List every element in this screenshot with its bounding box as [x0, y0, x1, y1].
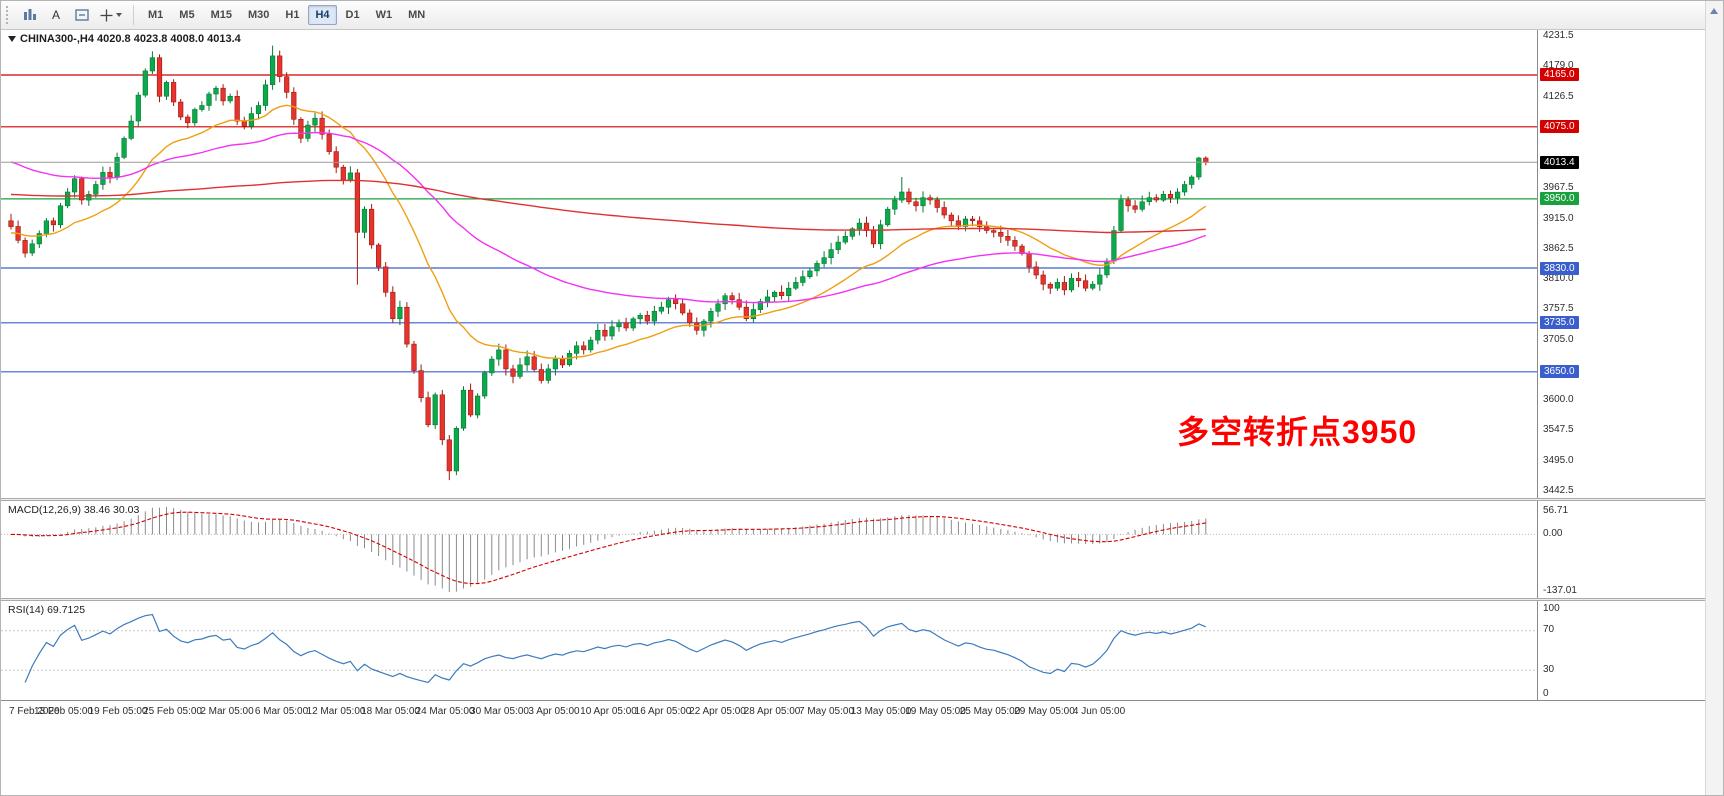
axis-tick-label: 3915.0: [1543, 212, 1574, 224]
timeframe-button-h4[interactable]: H4: [308, 5, 337, 25]
time-axis-label: 22 Apr 05:00: [689, 706, 746, 717]
time-axis-label: 10 Apr 05:00: [580, 706, 637, 717]
main-price-axis[interactable]: 4231.5 4179.0 4126.5 3967.5 3915.0 3862.5 3810…: [1539, 30, 1707, 498]
text-tool-button[interactable]: A: [44, 4, 68, 26]
time-axis-label: 16 Apr 05:00: [634, 706, 692, 717]
axis-tick-label: 3757.5: [1543, 303, 1574, 315]
toolbar-grip[interactable]: [6, 6, 12, 24]
axis-tick-label: 100: [1543, 602, 1560, 614]
time-axis-border: [1, 700, 1708, 701]
time-axis-label: 19 May 05:00: [905, 706, 966, 717]
axis-tick-label: 3442.5: [1543, 484, 1574, 496]
toolbar-separator: [133, 5, 134, 25]
rsi-indicator-label: RSI(14) 69.7125: [8, 604, 86, 616]
rsi-scale-axis[interactable]: 100 70 30 0: [1539, 601, 1707, 700]
time-axis-label: 6 Mar 05:00: [254, 706, 309, 717]
price-axis-border: [1537, 30, 1538, 701]
time-axis-label: 25 May 05:00: [959, 706, 1021, 717]
axis-tick-label: 4126.5: [1543, 90, 1574, 102]
chart-title: CHINA300-,H4 4020.8 4023.8 4008.0 4013.4: [8, 33, 241, 45]
macd-signal-line: [10, 511, 1206, 585]
axis-tick-label: -137.01: [1543, 584, 1577, 596]
scroll-up-icon[interactable]: [1710, 8, 1718, 14]
timeframe-button-m30[interactable]: M30: [241, 5, 276, 25]
timeframe-button-m5[interactable]: M5: [172, 5, 201, 25]
axis-price-badge: 4165.0: [1540, 68, 1579, 82]
timeframe-button-mn[interactable]: MN: [401, 5, 432, 25]
time-axis-label: 2 Mar 05:00: [200, 706, 254, 717]
rsi-line: [24, 613, 1207, 684]
axis-tick-label: 3862.5: [1543, 242, 1574, 254]
time-axis-label: 3 Apr 05:00: [528, 706, 580, 717]
panel-splitter[interactable]: [1, 498, 1723, 501]
axis-tick-label: 0: [1543, 687, 1549, 699]
time-axis-label: 18 Mar 05:00: [361, 706, 420, 717]
axis-price-badge: 3830.0: [1540, 261, 1579, 275]
candles-layer: [8, 45, 1209, 481]
panel-splitter[interactable]: [1, 598, 1723, 601]
axis-tick-label: 3810.0: [1543, 273, 1574, 285]
time-axis-label: 12 Mar 05:00: [306, 706, 366, 717]
time-axis-label: 7 Feb 2020: [9, 706, 60, 717]
axis-price-badge: 3735.0: [1540, 316, 1579, 330]
macd-indicator-label: MACD(12,26,9) 38.46 30.03: [8, 504, 140, 516]
axis-tick-label: 4231.5: [1543, 30, 1574, 42]
chart-title-text: CHINA300-,H4 4020.8 4023.8 4008.0 4013.4: [20, 33, 241, 45]
timeframe-button-m1[interactable]: M1: [141, 5, 170, 25]
time-axis-label: 25 Feb 05:00: [143, 706, 202, 717]
axis-tick-label: 0.00: [1543, 527, 1563, 539]
macd-histogram: [17, 507, 1207, 592]
ma-slow-line: [10, 179, 1206, 234]
axis-tick-label: 56.71: [1543, 504, 1569, 516]
axis-tick-label: 30: [1543, 663, 1555, 675]
rsi-panel-canvas[interactable]: [1, 601, 1538, 700]
ma-fast-line: [10, 104, 1207, 360]
chart-bars-icon-button[interactable]: [18, 4, 42, 26]
time-axis-label: 28 Apr 05:00: [743, 706, 801, 717]
collapse-icon[interactable]: [8, 36, 16, 42]
timeframe-button-m15[interactable]: M15: [204, 5, 239, 25]
time-axis-label: 29 May 05:00: [1014, 706, 1075, 717]
axis-tick-label: 3600.0: [1543, 394, 1574, 406]
macd-panel-canvas[interactable]: [1, 501, 1538, 598]
time-axis-label: 13 May 05:00: [850, 706, 912, 717]
axis-tick-label: 3495.0: [1543, 454, 1574, 466]
time-axis[interactable]: 7 Feb 2020 13 Feb 05:00 19 Feb 05:00 25 Feb…: [1, 701, 1538, 723]
vertical-scrollbar[interactable]: [1705, 1, 1723, 795]
toolbar: A M1 M5 M15 M30 H1 H4 D1 W1: [1, 1, 1706, 30]
axis-price-badge: 4013.4: [1540, 155, 1579, 169]
axis-tick-label: 70: [1543, 624, 1555, 636]
time-axis-label: 30 Mar 05:00: [470, 706, 529, 717]
chart-annotation-text[interactable]: 多空转折点3950: [1177, 414, 1418, 450]
crosshair-icon: [100, 9, 113, 22]
axis-price-badge: 3650.0: [1540, 365, 1579, 379]
axis-tick-label: 3967.5: [1543, 182, 1574, 194]
chart-bars-icon: [23, 8, 37, 22]
axis-price-badge: 3950.0: [1540, 192, 1579, 206]
chevron-down-icon: [116, 13, 122, 17]
main-chart-canvas[interactable]: [1, 30, 1538, 498]
time-axis-label: 19 Feb 05:00: [88, 706, 148, 717]
macd-scale-axis[interactable]: 56.71 0.00 -137.01: [1539, 501, 1707, 598]
timeframe-button-d1[interactable]: D1: [339, 5, 367, 25]
axis-tick-label: 3547.5: [1543, 424, 1574, 436]
timeframe-button-w1[interactable]: W1: [369, 5, 400, 25]
axis-tick-label: 3705.0: [1543, 333, 1574, 345]
label-tool-button[interactable]: [70, 4, 94, 26]
timeframe-button-h1[interactable]: H1: [278, 5, 306, 25]
label-frame-icon: [75, 9, 89, 21]
time-axis-label: 7 May 05:00: [798, 706, 855, 717]
ma-medium-line: [10, 131, 1207, 304]
axis-tick-label: 4179.0: [1543, 60, 1574, 72]
time-axis-label: 24 Mar 05:00: [415, 706, 475, 717]
time-axis-label: 4 Jun 05:00: [1072, 706, 1126, 717]
time-axis-label: 13 Feb 05:00: [34, 706, 93, 717]
crosshair-tool-button[interactable]: [96, 4, 126, 26]
axis-price-badge: 4075.0: [1540, 120, 1579, 134]
